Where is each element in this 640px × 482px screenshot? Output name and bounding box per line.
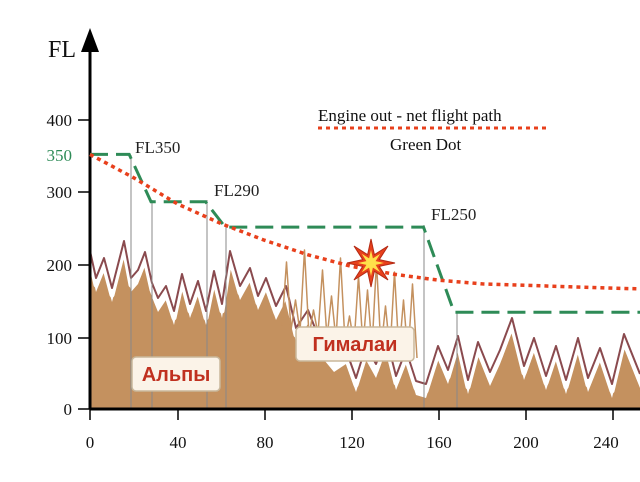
y-tick-350: 350 — [47, 146, 73, 165]
y-tick-200: 200 — [47, 256, 73, 275]
green-dot-path — [90, 152, 640, 314]
y-tick-400: 400 — [47, 111, 73, 130]
y-tick-0: 0 — [64, 400, 73, 419]
fl250-label: FL250 — [431, 205, 476, 224]
vertical-guides — [130, 155, 458, 409]
fl350-label: FL350 — [135, 138, 180, 157]
alps-label: Альпы — [142, 364, 211, 386]
y-axis-title: FL — [48, 37, 76, 63]
legend-green-dot-label: Green Dot — [390, 135, 462, 154]
engine-out-path — [89, 152, 640, 291]
engine-failure-star-icon — [346, 238, 396, 288]
terrain-fill — [90, 255, 640, 409]
legend-engine-out-label: Engine out - net flight path — [318, 106, 502, 125]
x-tick-200: 200 — [513, 433, 539, 452]
y-tick-100: 100 — [47, 329, 73, 348]
y-axis-arrow-icon — [81, 28, 99, 52]
x-tick-0: 0 — [86, 433, 95, 452]
alps-label-box — [131, 356, 221, 392]
y-tick-300: 300 — [47, 183, 73, 202]
x-tick-240: 240 — [593, 433, 619, 452]
fl290-label: FL290 — [214, 181, 259, 200]
star-inner — [358, 250, 384, 276]
terrain-clearance-band — [90, 245, 640, 394]
x-tick-160: 160 — [426, 433, 452, 452]
x-tick-40: 40 — [170, 433, 187, 452]
x-tick-80: 80 — [257, 433, 274, 452]
himalaya-peaks — [281, 249, 418, 359]
himalaya-label: Гималаи — [313, 334, 398, 356]
himalaya-label-box — [295, 326, 415, 362]
x-tick-120: 120 — [339, 433, 365, 452]
